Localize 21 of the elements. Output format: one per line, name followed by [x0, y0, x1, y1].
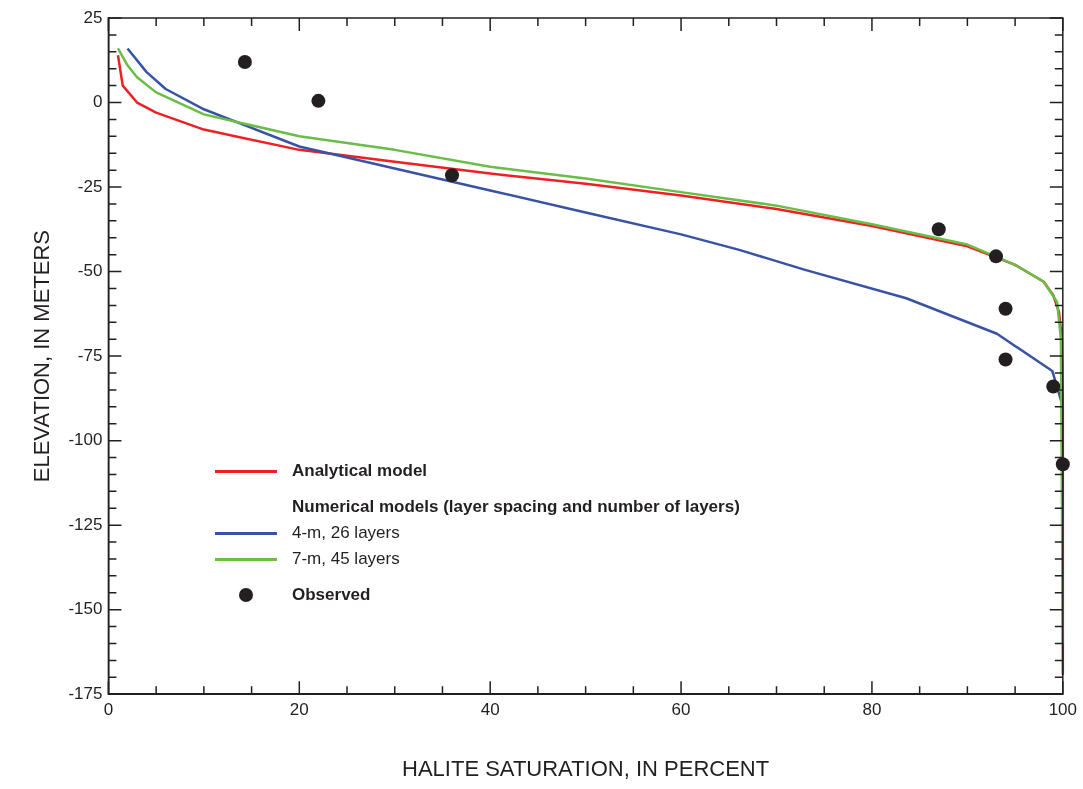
x-tick-label: 40	[480, 700, 500, 720]
y-tick-label: -50	[77, 261, 103, 281]
y-tick-label: -75	[77, 345, 103, 365]
legend-label: 4-m, 26 layers	[292, 523, 400, 543]
y-tick-label: 25	[83, 7, 103, 27]
y-tick-label: -125	[68, 514, 103, 534]
x-tick-label: 80	[862, 700, 882, 720]
y-tick-label: -175	[68, 683, 103, 703]
legend-label: Observed	[292, 585, 371, 605]
legend-label: 7-m, 45 layers	[292, 549, 400, 569]
x-tick-label: 100	[1048, 700, 1078, 720]
legend-title: Numerical models (layer spacing and number of layers)	[291, 496, 740, 518]
y-tick-label: -100	[68, 430, 103, 450]
x-tick-label: 60	[671, 700, 691, 720]
y-axis-title: ELEVATION, IN METERS	[29, 229, 55, 483]
x-tick-label: 20	[289, 700, 309, 720]
legend-label: Analytical model	[292, 461, 428, 481]
x-axis-title: HALITE SATURATION, IN PERCENT	[402, 755, 770, 781]
y-tick-label: -25	[77, 176, 103, 196]
y-tick-label: 0	[92, 92, 103, 112]
y-tick-label: -150	[68, 599, 103, 619]
